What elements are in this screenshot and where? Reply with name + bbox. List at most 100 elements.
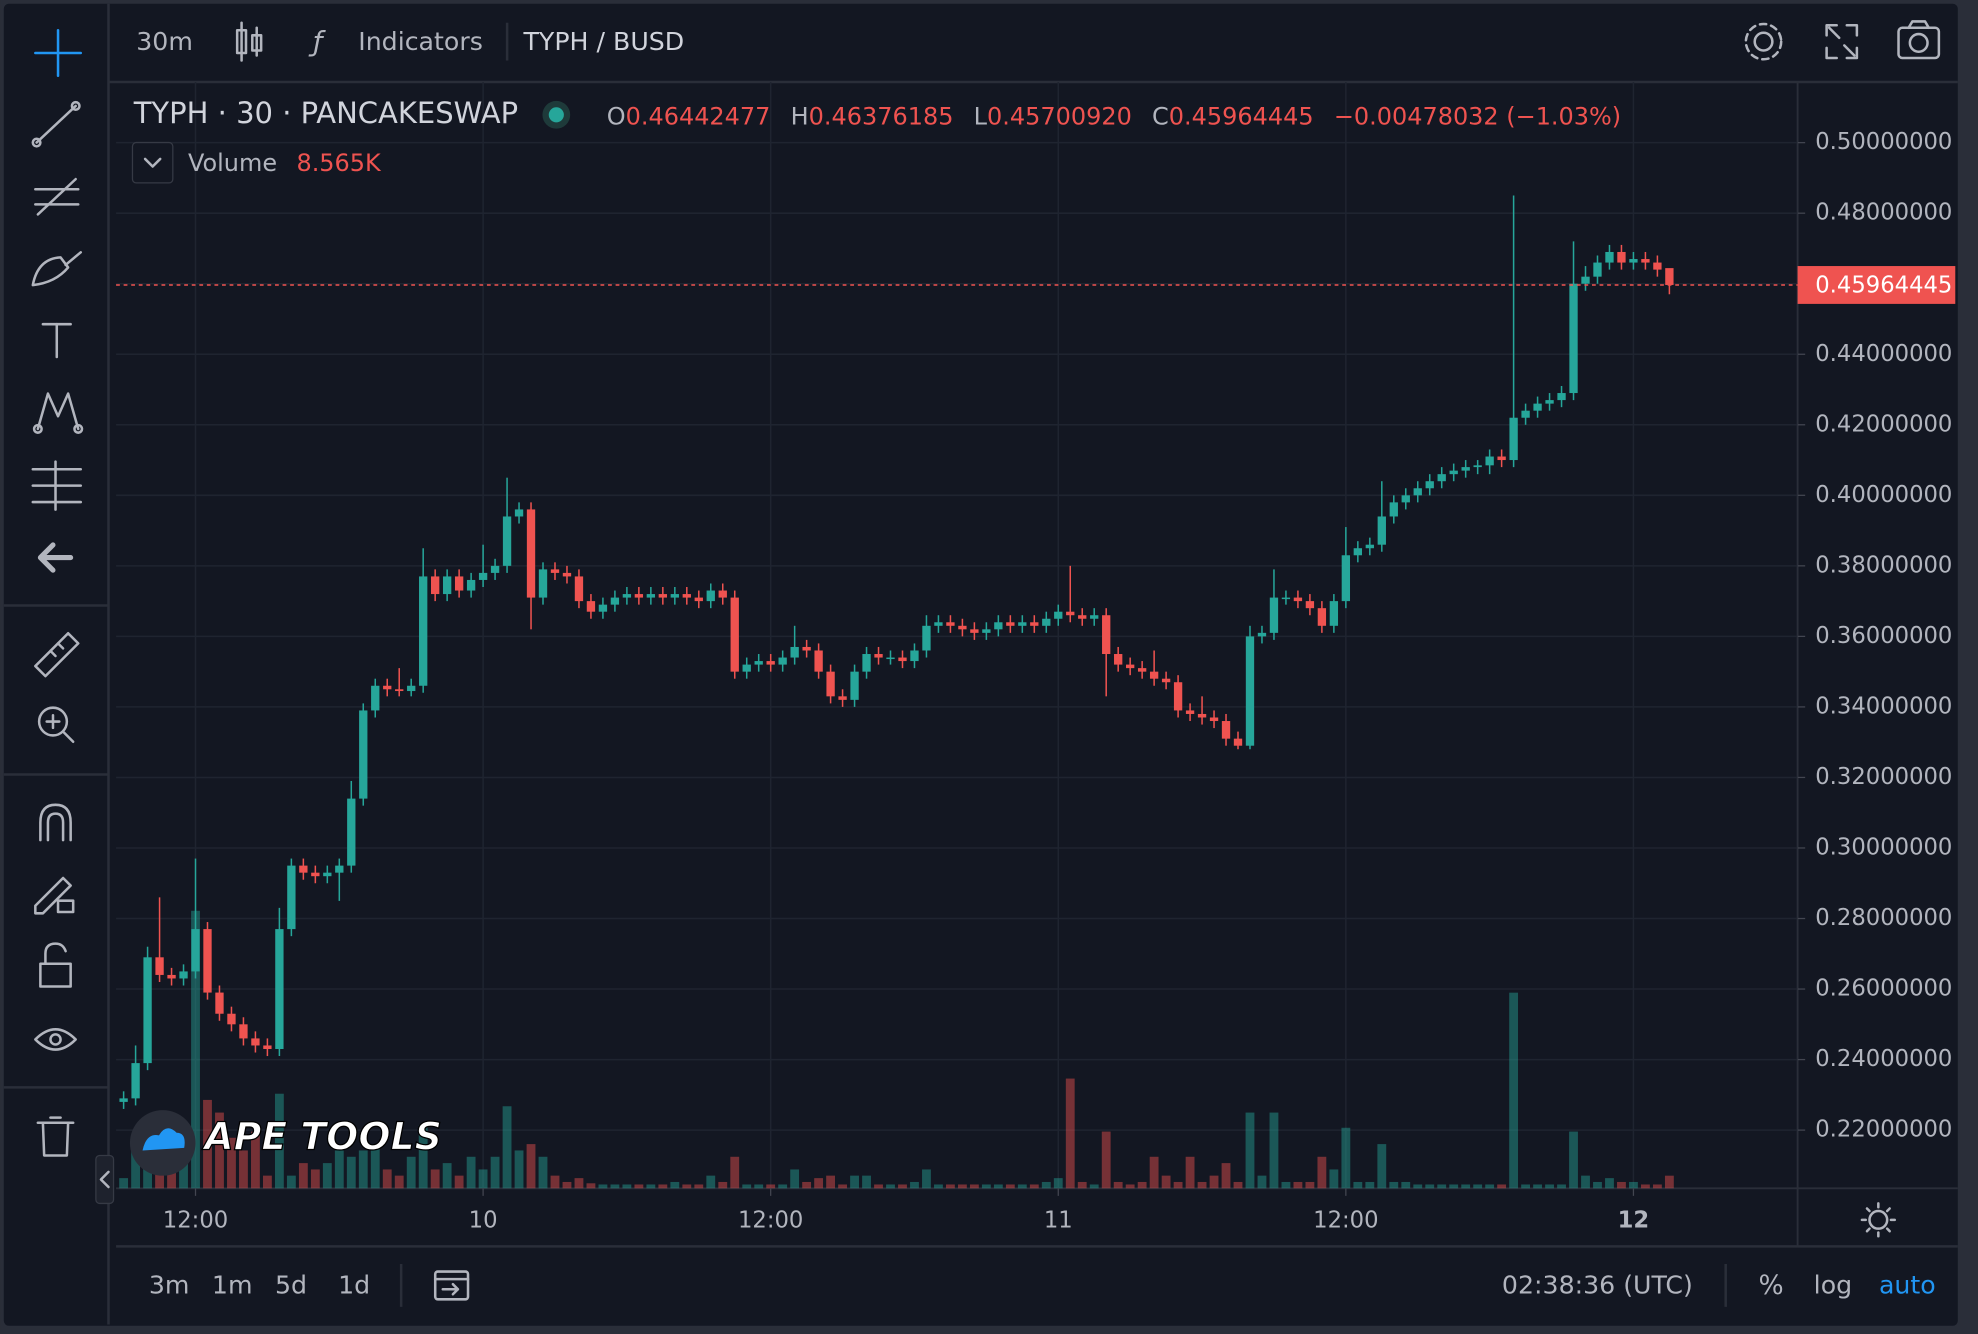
candle-body	[646, 594, 656, 598]
volume-bar	[1233, 1181, 1243, 1189]
candle-body	[658, 594, 667, 598]
candle-body	[598, 604, 608, 612]
volume-bar	[466, 1156, 476, 1189]
volume-bar	[131, 1137, 141, 1189]
volume-bar	[1449, 1184, 1459, 1189]
candle-body	[1509, 417, 1518, 461]
settings-button[interactable]	[1744, 22, 1783, 61]
y-tick-label: 0.48000000	[1815, 200, 1952, 226]
volume-bar	[778, 1184, 788, 1189]
text-tool[interactable]	[41, 322, 72, 359]
chart-style-button[interactable]	[235, 21, 263, 62]
open-value: 0.46442477	[626, 102, 771, 130]
auto-button[interactable]: auto	[1879, 1271, 1936, 1300]
candle-body	[778, 657, 787, 665]
candle-body	[586, 601, 596, 612]
volume-bar	[694, 1184, 704, 1189]
candle-body	[1377, 516, 1386, 545]
y-tick-label: 0.36000000	[1815, 623, 1952, 649]
pattern-tool[interactable]	[32, 392, 84, 434]
volume-bar	[1629, 1181, 1638, 1189]
volume-bar	[1401, 1181, 1411, 1189]
candle-body	[850, 671, 859, 700]
zoom-tool[interactable]	[37, 706, 75, 744]
candle-body	[1221, 721, 1231, 739]
go-to-date-button[interactable]	[433, 1270, 470, 1301]
lock-tool[interactable]	[39, 942, 72, 988]
brush-tool[interactable]	[31, 251, 83, 287]
candle-body	[970, 629, 979, 633]
fib-tool[interactable]	[34, 177, 80, 216]
volume-bar	[119, 1178, 129, 1189]
candle-body	[886, 657, 895, 660]
percent-button[interactable]: %	[1759, 1270, 1784, 1301]
y-tick-label: 0.28000000	[1815, 905, 1952, 931]
candle-body	[1317, 608, 1327, 626]
collapse-toolbar[interactable]	[95, 1154, 115, 1205]
volume-bar	[898, 1184, 907, 1189]
range-button[interactable]: 5d	[275, 1271, 307, 1300]
last-price-label: 0.45964445	[1815, 273, 1952, 299]
candle-body	[814, 650, 823, 672]
candle-body	[1149, 671, 1159, 679]
candle-body	[934, 622, 943, 626]
candles	[119, 195, 1674, 1109]
log-button[interactable]: log	[1814, 1271, 1852, 1300]
volume-bar	[167, 1163, 176, 1189]
volume-bar	[406, 1156, 416, 1189]
range-button[interactable]: 3m	[149, 1271, 190, 1300]
volume-bar	[922, 1169, 931, 1189]
candle-body	[335, 865, 344, 873]
candle-body	[1293, 597, 1303, 602]
candle-body	[1233, 738, 1243, 746]
left-toolbar	[3, 29, 115, 1205]
range-button[interactable]: 1d	[338, 1271, 370, 1300]
volume-bar	[514, 1150, 524, 1189]
axis-settings-button[interactable]	[1860, 1202, 1896, 1238]
volume-bar	[826, 1175, 836, 1189]
volume-bar	[1161, 1175, 1171, 1189]
volume-bar	[766, 1184, 776, 1189]
candle-body	[119, 1098, 128, 1102]
crosshair-tool[interactable]	[34, 29, 83, 77]
candle-body	[155, 957, 164, 975]
visibility-tool[interactable]	[34, 1028, 77, 1051]
volume-bar	[1533, 1184, 1542, 1189]
logo: APE TOOLS	[129, 1110, 442, 1176]
volume-bar	[706, 1175, 716, 1189]
volume-bar	[598, 1184, 608, 1189]
candle-body	[742, 664, 751, 672]
legend-toggle[interactable]	[131, 141, 174, 184]
lock-drawing-tool[interactable]	[34, 876, 75, 915]
indicators-button[interactable]: Indicators	[358, 27, 483, 56]
candle-body	[1617, 251, 1626, 263]
candle-body	[958, 625, 967, 630]
candle-body	[1114, 654, 1123, 665]
candle-body	[311, 872, 320, 877]
delete-tool[interactable]	[36, 1116, 75, 1157]
volume-bar	[274, 1093, 284, 1189]
candle-body	[1413, 488, 1422, 496]
forecast-tool[interactable]	[31, 460, 83, 511]
symbol[interactable]: TYPH / BUSD	[523, 27, 685, 56]
range-button[interactable]: 1m	[212, 1271, 253, 1300]
volume-bar	[1197, 1181, 1207, 1189]
snapshot-button[interactable]	[1897, 20, 1941, 60]
magnet-tool[interactable]	[39, 803, 72, 842]
volume-bar	[574, 1178, 584, 1189]
back-tool[interactable]	[37, 542, 74, 573]
volume-bar	[838, 1184, 847, 1189]
ruler-tool[interactable]	[34, 631, 80, 678]
interval-button[interactable]: 30m	[136, 27, 193, 56]
candle-body	[1521, 410, 1530, 418]
volume-bar	[1485, 1184, 1495, 1189]
candle-body	[490, 565, 500, 573]
candle-body	[1389, 502, 1398, 517]
y-tick-label: 0.44000000	[1815, 341, 1952, 367]
candle-body	[1641, 259, 1650, 263]
fullscreen-button[interactable]	[1825, 23, 1859, 60]
clock: 02:38:36 (UTC)	[1502, 1271, 1693, 1300]
volume-bar	[646, 1184, 656, 1189]
trend-line-tool[interactable]	[31, 100, 81, 148]
volume-value: 8.565K	[296, 149, 382, 177]
